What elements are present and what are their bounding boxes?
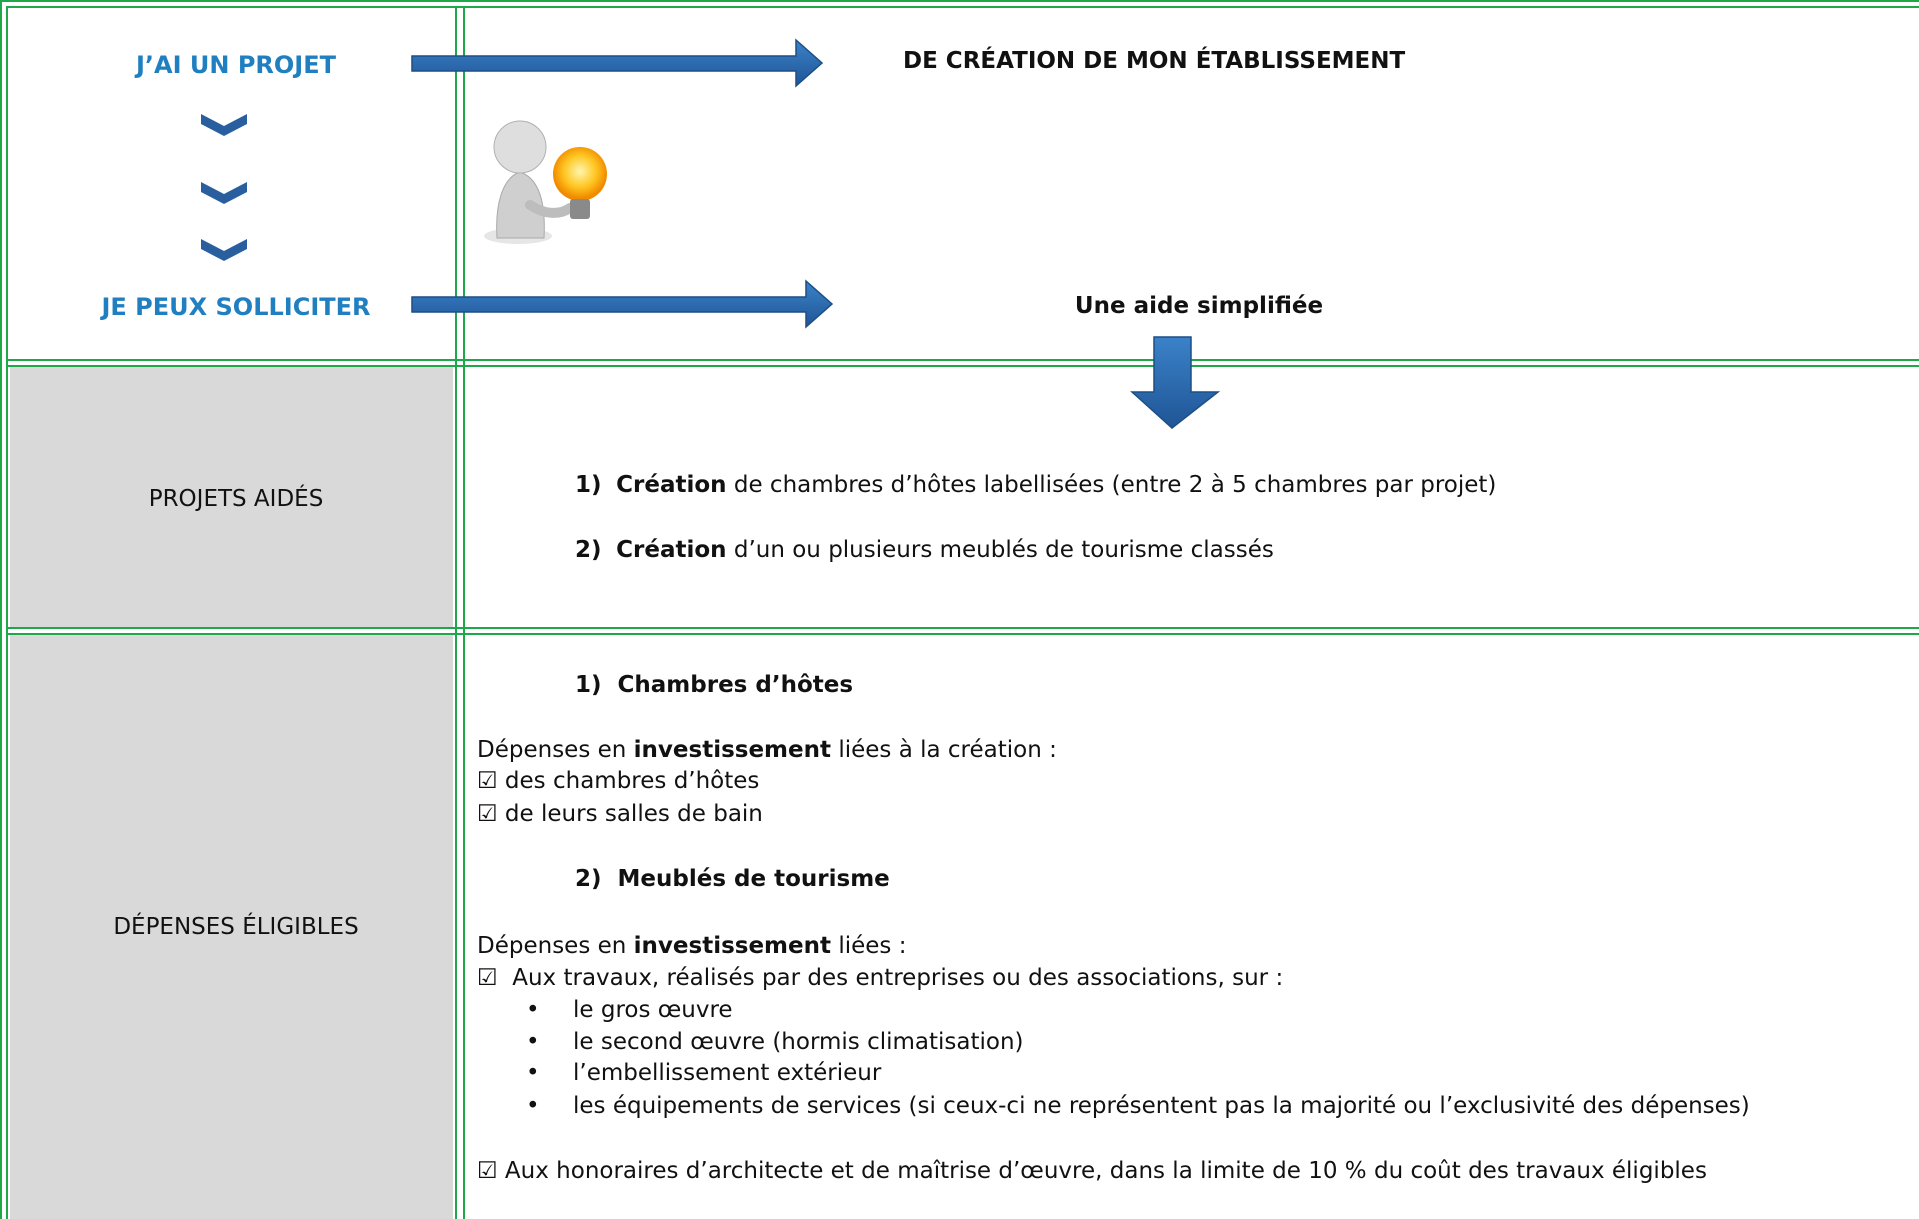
bullet-item: le gros œuvre [573,997,733,1023]
item-number: 2) [575,537,602,563]
bullet-item: le second œuvre (hormis climatisation) [573,1029,1024,1055]
item-text: d’un ou plusieurs meublés de tourisme cl… [733,537,1274,563]
section-number: 1) [575,672,602,698]
item-keyword: Création [616,472,727,498]
intro-start: Dépenses en [477,737,627,763]
item-keyword: Création [616,537,727,563]
intro-end: liées : [838,933,907,959]
section-title: 2) Meublés de tourisme [575,864,890,894]
section-name: Chambres d’hôtes [617,672,854,698]
section-name: Meublés de tourisme [617,866,890,892]
item-number: 1) [575,472,602,498]
check-item: ☑ Aux honoraires d’architecte et de maît… [477,1158,1707,1184]
item-text: de chambres d’hôtes labellisées (entre 2… [733,472,1497,498]
check-item: ☑ Aux travaux, réalisés par des entrepri… [477,965,1284,991]
bullet-item: l’embellissement extérieur [573,1060,882,1086]
bullet-item: les équipements de services (si ceux-ci … [573,1093,1750,1119]
row-label: DÉPENSES ÉLIGIBLES [113,914,359,940]
intro-bold: investissement [633,737,831,763]
bullet-mark: • [526,1093,540,1119]
project-item: 1) Création de chambres d’hôtes labellis… [575,470,1496,500]
request-label: JE PEUX SOLLICITER [101,293,371,321]
project-label: J’AI UN PROJET [135,51,337,79]
check-item: ☑ de leurs salles de bain [477,801,763,827]
intro: Dépenses en investissement liées : [477,931,906,961]
intro-end: liées à la création : [838,737,1057,763]
request-text: Une aide simplifiée [1074,293,1324,319]
intro-bold: investissement [633,933,831,959]
intro-start: Dépenses en [477,933,627,959]
bullet-mark: • [526,997,540,1023]
project-item: 2) Création d’un ou plusieurs meublés de… [575,535,1274,565]
project-text: DE CRÉATION DE MON ÉTABLISSEMENT [903,48,1406,74]
section-number: 2) [575,866,602,892]
intro: Dépenses en investissement liées à la cr… [477,735,1057,765]
bullet-mark: • [526,1060,540,1086]
check-item: ☑ des chambres d’hôtes [477,768,760,794]
bullet-mark: • [526,1029,540,1055]
row-label: PROJETS AIDÉS [148,486,324,512]
section-title: 1) Chambres d’hôtes [575,670,853,700]
